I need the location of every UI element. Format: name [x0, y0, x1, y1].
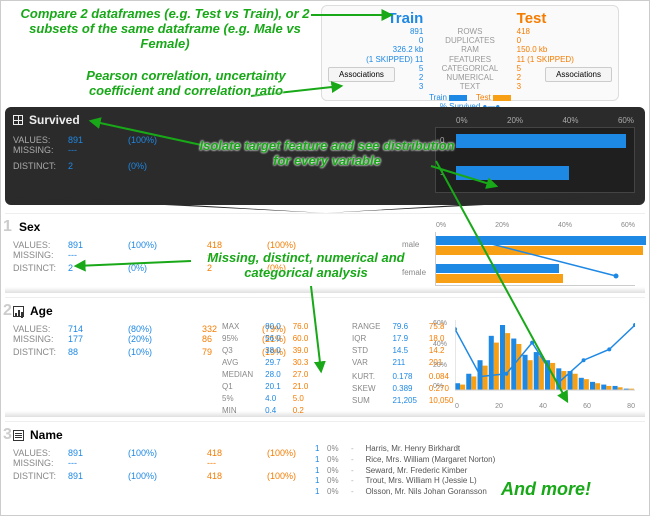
age-stats-left: MAX80.076.095%56.060.0Q338.039.0AVG29.73…	[215, 320, 315, 418]
chart-icon	[13, 306, 24, 317]
sex-chart: 0%20%40%60% malefemale	[435, 232, 635, 286]
annotation-pearson: Pearson correlation, uncertainty coeffic…	[71, 69, 301, 99]
header-train-title: Train	[330, 10, 423, 27]
survived-bar-chart: 0%20%40%60% 01	[435, 127, 635, 193]
section-survived: Survived VALUES:891(100%) MISSING:--- DI…	[5, 107, 645, 205]
section-age: 2 Age VALUES:714(80%) MISSING:177(20%) D…	[5, 297, 645, 417]
associations-button-right[interactable]: Associations	[545, 67, 612, 82]
age-histogram: 020406080 0%20%40%60%	[455, 320, 635, 400]
annotation-compare: Compare 2 dataframes (e.g. Test vs Train…	[15, 7, 315, 52]
section-sex: 1 Sex VALUES:891(100%) MISSING:--- DISTI…	[5, 213, 645, 293]
associations-button-left[interactable]: Associations	[328, 67, 395, 82]
grid-icon	[13, 115, 23, 125]
doc-icon	[13, 430, 24, 441]
header-test-title: Test	[517, 10, 610, 27]
section-name: 3 Name VALUES:891(100%) MISSING:--- DIST…	[5, 421, 645, 513]
header-block: Associations Associations Train Test 891…	[321, 5, 619, 101]
name-samples: 10%- Harris, Mr. Henry Birkhardt10%- Ric…	[315, 444, 495, 498]
